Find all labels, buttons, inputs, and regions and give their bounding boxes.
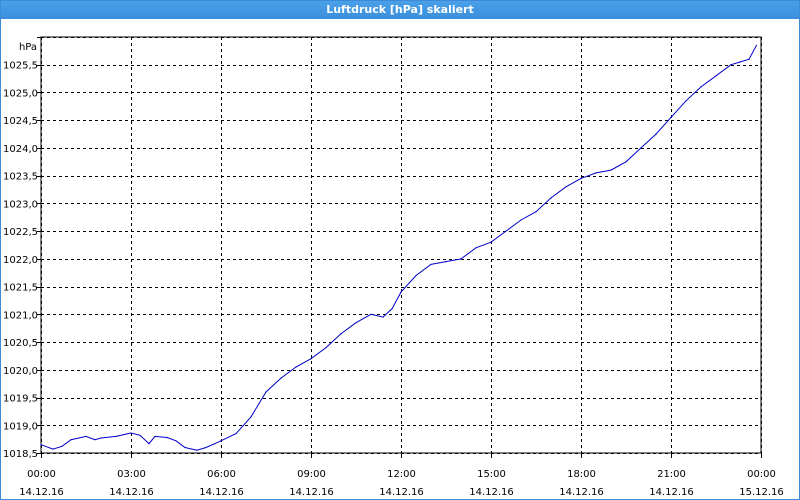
- data-point: [214, 443, 216, 445]
- window-title: Luftdruck [hPa] skaliert: [1, 1, 799, 19]
- data-point: [580, 177, 582, 179]
- y-tick-label: 1020,5: [3, 338, 38, 349]
- y-tick-label: 1025,5: [3, 61, 38, 72]
- x-tick-time-label: 03:00: [117, 469, 146, 480]
- data-point: [61, 445, 63, 447]
- data-point: [595, 172, 597, 174]
- data-point: [640, 147, 642, 149]
- x-tick-date-label: 14.12.16: [649, 487, 694, 498]
- data-point: [325, 347, 327, 349]
- data-point: [550, 197, 552, 199]
- data-point: [655, 133, 657, 135]
- data-point: [445, 261, 447, 263]
- y-tick-label: 1023,0: [3, 199, 38, 210]
- data-point: [115, 435, 117, 437]
- data-point: [370, 313, 372, 315]
- data-point: [475, 247, 477, 249]
- x-tick-date-label: 14.12.16: [109, 487, 154, 498]
- y-tick-label: 1019,5: [3, 394, 38, 405]
- x-tick-time-label: 06:00: [207, 469, 236, 480]
- data-point: [139, 434, 141, 436]
- data-point: [85, 435, 87, 437]
- y-tick-label: 1019,0: [3, 421, 38, 432]
- data-point: [310, 358, 312, 360]
- data-point: [755, 44, 758, 46]
- data-point: [130, 432, 132, 434]
- y-tick-label: 1020,0: [3, 366, 38, 377]
- data-point: [175, 440, 177, 442]
- y-tick-label: 1024,5: [3, 116, 38, 127]
- x-tick-time-label: 15:00: [477, 469, 506, 480]
- y-tick-label: 1023,5: [3, 172, 38, 183]
- data-point: [700, 86, 702, 88]
- y-tick-label: 1025,0: [3, 88, 38, 99]
- y-tick-label: 1024,0: [3, 144, 38, 155]
- data-point: [355, 322, 357, 324]
- x-tick-time-label: 18:00: [567, 469, 596, 480]
- x-tick-date-label: 14.12.16: [469, 487, 514, 498]
- data-point: [685, 100, 687, 102]
- data-point: [40, 444, 42, 446]
- data-point: [265, 391, 267, 393]
- x-tick-date-label: 14.12.16: [199, 487, 244, 498]
- data-point: [382, 316, 384, 318]
- y-tick-label: 1022,0: [3, 255, 38, 266]
- data-point: [205, 446, 207, 449]
- data-point: [52, 448, 54, 450]
- data-point: [94, 439, 96, 441]
- data-point: [391, 308, 393, 310]
- data-point: [70, 439, 72, 441]
- data-point: [196, 449, 198, 451]
- y-tick-label: 1021,0: [3, 310, 38, 321]
- data-point: [250, 416, 252, 418]
- data-point: [415, 274, 417, 277]
- x-tick-time-label: 00:00: [747, 469, 776, 480]
- data-point: [184, 446, 186, 449]
- data-point: [535, 211, 537, 213]
- data-point: [610, 169, 612, 171]
- data-point: [490, 241, 492, 243]
- data-point: [166, 436, 168, 439]
- x-tick-time-label: 21:00: [657, 469, 686, 480]
- data-point: [460, 258, 462, 260]
- data-point: [148, 443, 150, 445]
- pressure-series-line: [40, 45, 757, 451]
- x-tick-time-label: 09:00: [297, 469, 326, 480]
- x-tick-date-label: 14.12.16: [379, 487, 424, 498]
- data-point: [340, 333, 342, 335]
- x-tick-date-label: 14.12.16: [289, 487, 334, 498]
- y-tick-label: 1021,5: [3, 283, 38, 294]
- data-point: [505, 230, 507, 232]
- data-point: [565, 186, 567, 188]
- x-tick-date-label: 15.12.16: [739, 487, 784, 498]
- data-point: [730, 64, 732, 66]
- data-point: [400, 291, 402, 293]
- y-tick-label: 1022,5: [3, 227, 38, 238]
- data-point: [625, 161, 627, 163]
- y-tick-label: 1018,5: [3, 449, 38, 460]
- data-point: [100, 437, 102, 439]
- data-point: [154, 435, 156, 437]
- data-point: [520, 219, 522, 221]
- x-tick-date-label: 14.12.16: [19, 487, 64, 498]
- data-point: [670, 116, 672, 118]
- x-tick-time-label: 12:00: [387, 469, 416, 480]
- data-point: [280, 377, 282, 379]
- data-point: [748, 58, 750, 60]
- data-point: [430, 263, 432, 265]
- data-point: [715, 75, 717, 77]
- data-point: [220, 440, 222, 442]
- x-tick-date-label: 14.12.16: [559, 487, 604, 498]
- data-point: [295, 366, 297, 368]
- data-point: [235, 433, 237, 435]
- x-tick-time-label: 00:00: [27, 469, 56, 480]
- data-point: [739, 61, 741, 63]
- y-axis-label: hPa: [19, 42, 37, 53]
